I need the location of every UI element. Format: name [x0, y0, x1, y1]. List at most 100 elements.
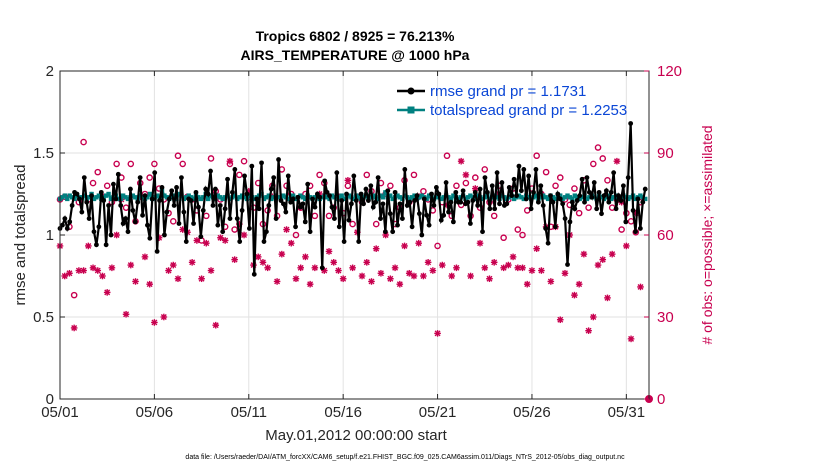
spread-point: [218, 195, 223, 200]
obs-assimilated-marker: [590, 313, 597, 321]
rmse-point: [176, 221, 182, 226]
rmse-point: [531, 189, 536, 195]
x-axis-label: May.01,2012 00:00:00 start: [265, 427, 447, 444]
rmse-point: [74, 191, 80, 197]
rmse-point: [111, 181, 116, 187]
rmse-point: [154, 249, 160, 254]
spread-point: [108, 196, 114, 202]
rmse-point: [499, 180, 505, 185]
rmse-point: [162, 232, 167, 238]
rmse-point: [353, 198, 359, 203]
y2-tick-label: 30: [657, 309, 674, 326]
obs-assimilated-stroke: [387, 275, 394, 282]
obs-possible-marker: [472, 174, 479, 181]
obs-assimilated-stroke: [127, 262, 134, 269]
spread-point: [550, 195, 556, 200]
spread-point: [388, 193, 393, 198]
obs-assimilated-marker: [302, 253, 309, 261]
rmse-point: [94, 242, 99, 248]
rmse-point: [283, 209, 289, 215]
rmse-point: [557, 196, 563, 202]
obs-assimilated-stroke: [462, 171, 469, 178]
obs-assimilated-stroke: [434, 330, 441, 337]
spread-point: [264, 195, 269, 200]
spread-point: [516, 193, 522, 198]
y2-axis-label: # of obs: o=possible; ×=assimilated: [699, 125, 715, 344]
obs-possible-marker: [363, 171, 371, 179]
rmse-point: [169, 188, 175, 194]
rmse-point: [453, 189, 459, 195]
obs-assimilated-marker: [490, 259, 498, 266]
spread-point: [473, 196, 478, 202]
obs-assimilated-marker: [481, 264, 489, 272]
obs-assimilated-stroke: [274, 278, 281, 285]
obs-assimilated-stroke: [321, 267, 328, 274]
obs-possible-marker: [500, 234, 507, 242]
obs-assimilated-marker: [528, 267, 536, 274]
obs-assimilated-stroke: [141, 253, 148, 260]
rmse-point: [344, 191, 349, 197]
rmse-point: [198, 234, 204, 240]
obs-assimilated-marker: [335, 267, 342, 274]
obs-assimilated-marker: [160, 313, 168, 321]
spread-point: [300, 195, 306, 200]
rmse-point: [441, 212, 447, 218]
rmse-point: [256, 206, 262, 212]
x-tick-label: 05/21: [419, 404, 457, 421]
spread-point: [147, 191, 153, 197]
rmse-point: [266, 203, 272, 208]
rmse-point: [543, 226, 549, 231]
spread-point: [465, 195, 471, 200]
rmse-point: [538, 183, 544, 189]
rmse-point: [370, 204, 376, 210]
rmse-point: [103, 242, 109, 248]
spread-point: [628, 195, 633, 200]
rmse-point: [145, 222, 150, 228]
rmse-point: [356, 239, 362, 244]
obs-assimilated-stroke: [222, 237, 229, 244]
obs-assimilated-stroke: [175, 275, 181, 282]
spread-point: [575, 195, 580, 200]
obs-assimilated-marker: [165, 267, 172, 274]
obs-assimilated-marker: [203, 239, 210, 247]
obs-possible-marker: [316, 171, 323, 179]
obs-assimilated-stroke: [599, 256, 606, 263]
obs-assimilated-marker: [103, 289, 111, 296]
spread-point: [572, 193, 578, 198]
rmse-point: [637, 226, 643, 231]
spread-point: [266, 193, 272, 198]
spread-point: [565, 193, 570, 198]
spread-point: [120, 193, 126, 198]
obs-assimilated-marker: [349, 264, 356, 272]
spread-point: [623, 195, 628, 200]
rmse-point: [118, 203, 124, 208]
rmse-point: [591, 180, 597, 185]
spread-point: [439, 196, 444, 202]
rmse-point: [477, 186, 483, 192]
spread-point: [171, 193, 177, 198]
rmse-point: [504, 201, 510, 207]
rmse-point: [470, 198, 476, 203]
obs-possible-marker: [349, 220, 356, 228]
obs-assimilated-stroke: [580, 251, 587, 258]
obs-assimilated-marker: [80, 267, 87, 274]
obs-assimilated-stroke: [477, 240, 484, 247]
rmse-point: [140, 212, 145, 218]
rmse-point: [336, 224, 342, 230]
obs-assimilated-marker: [613, 157, 621, 165]
rmse-point: [465, 199, 471, 205]
obs-possible-marker: [552, 182, 559, 190]
rmse-point: [208, 168, 213, 174]
rmse-point: [584, 175, 590, 181]
obs-assimilated-marker: [264, 264, 271, 272]
rmse-point: [239, 208, 245, 213]
chart-subtitle: AIRS_TEMPERATURE @ 1000 hPa: [241, 47, 470, 63]
rmse-point: [290, 196, 296, 202]
spread-point: [521, 196, 527, 202]
spread-point: [592, 195, 597, 200]
spread-point: [538, 195, 544, 200]
obs-assimilated-stroke: [330, 259, 337, 266]
rmse-point: [436, 191, 442, 197]
rmse-point: [79, 209, 85, 215]
spread-point: [123, 195, 128, 200]
